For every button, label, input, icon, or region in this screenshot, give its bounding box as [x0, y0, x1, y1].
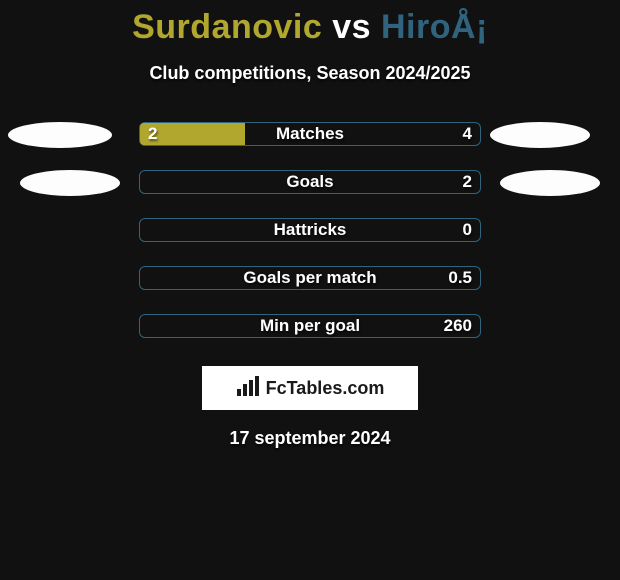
comparison-row: Hattricks0	[0, 218, 620, 244]
bar-right-value: 0	[463, 220, 472, 240]
bar-right-value: 4	[463, 124, 472, 144]
bar-track: Goals per match0.5	[139, 266, 481, 290]
date-text: 17 september 2024	[0, 428, 620, 449]
bar-right-value: 260	[444, 316, 472, 336]
bar-label: Goals	[140, 172, 480, 192]
left-placeholder	[8, 122, 112, 148]
bar-label: Goals per match	[140, 268, 480, 288]
bar-track: Matches24	[139, 122, 481, 146]
subtitle: Club competitions, Season 2024/2025	[0, 63, 620, 84]
right-placeholder	[490, 122, 590, 148]
bar-right-value: 2	[463, 172, 472, 192]
left-placeholder	[20, 170, 120, 196]
player-a-name: Surdanovic	[132, 8, 322, 46]
bar-track: Goals2	[139, 170, 481, 194]
bar-label: Min per goal	[140, 316, 480, 336]
vs-text: vs	[322, 8, 381, 46]
bar-label: Hattricks	[140, 220, 480, 240]
comparison-row: Goals2	[0, 170, 620, 196]
right-placeholder	[500, 170, 600, 196]
comparison-chart: Matches24Goals2Hattricks0Goals per match…	[0, 122, 620, 340]
bar-track: Min per goal260	[139, 314, 481, 338]
player-b-name: HiroÅ¡	[381, 8, 488, 46]
bar-chart-icon	[236, 375, 260, 402]
page-root: Surdanovic vs HiroÅ¡ Club competitions, …	[0, 0, 620, 580]
bar-track: Hattricks0	[139, 218, 481, 242]
brand-box[interactable]: FcTables.com	[202, 366, 418, 410]
comparison-row: Goals per match0.5	[0, 266, 620, 292]
comparison-row: Min per goal260	[0, 314, 620, 340]
bar-right-value: 0.5	[448, 268, 472, 288]
brand-text: FcTables.com	[266, 378, 385, 399]
bar-left-value: 2	[148, 124, 157, 144]
comparison-row: Matches24	[0, 122, 620, 148]
page-title: Surdanovic vs HiroÅ¡	[0, 0, 620, 47]
